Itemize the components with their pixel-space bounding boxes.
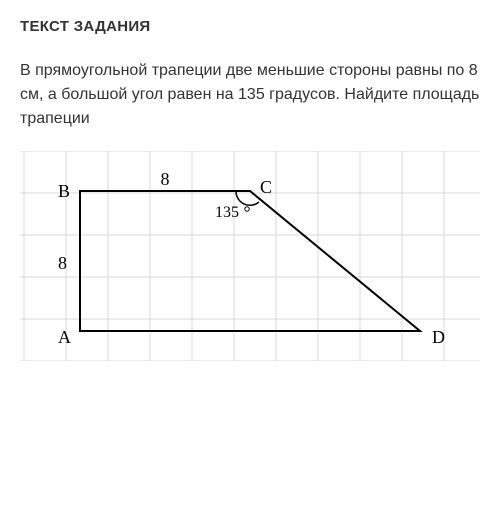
task-problem-text: В прямоугольной трапеции две меньшие сто… — [20, 59, 480, 131]
geometry-svg: A B C D 8 8 135 — [20, 151, 480, 361]
svg-text:8: 8 — [58, 253, 67, 273]
svg-text:8: 8 — [161, 169, 170, 189]
svg-text:A: A — [58, 327, 71, 347]
trapezoid-diagram: A B C D 8 8 135 — [20, 151, 480, 361]
svg-text:D: D — [432, 327, 445, 347]
svg-text:135: 135 — [215, 204, 239, 221]
task-header: ТЕКСТ ЗАДАНИЯ — [20, 18, 480, 35]
svg-text:B: B — [58, 181, 70, 201]
svg-text:C: C — [260, 177, 272, 197]
